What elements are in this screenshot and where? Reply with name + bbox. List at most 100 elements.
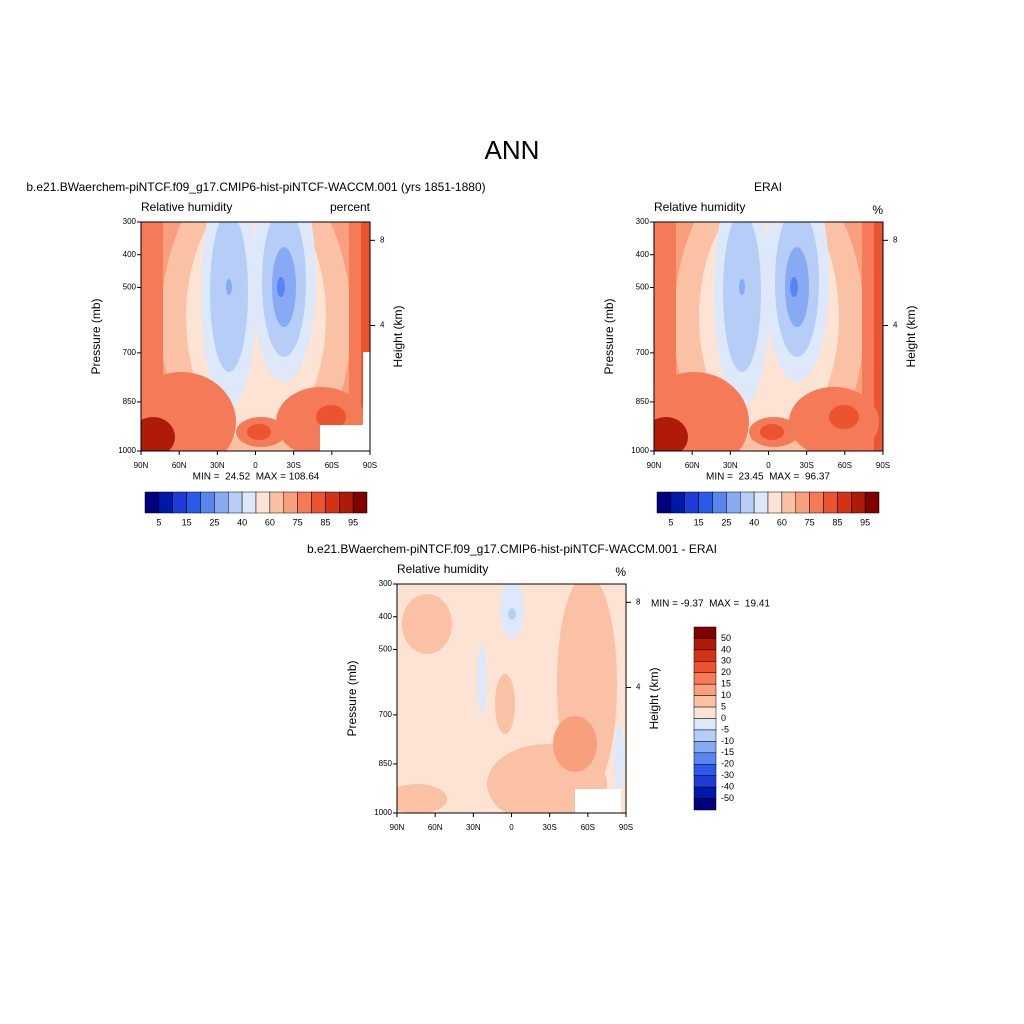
contour-fill (723, 222, 761, 372)
y2-tick-label: 8 (893, 235, 898, 244)
colorbar-box (693, 638, 717, 651)
missing-data (320, 425, 370, 451)
colorbar-label: 60 (777, 517, 787, 527)
colorbar-label: 15 (694, 517, 704, 527)
contour-fill (210, 222, 248, 372)
colorbar-box (753, 491, 769, 514)
colorbar-label: 15 (721, 679, 731, 689)
contour-fill (397, 784, 447, 813)
min-max-stats: MIN = 23.45 MAX = 96.37 (706, 472, 830, 483)
figure-title: ANN (485, 135, 540, 165)
panel-title: ERAI (754, 180, 782, 194)
colorbar-label: 40 (749, 517, 759, 527)
colorbar-box (656, 491, 672, 514)
contour-fill (141, 417, 175, 451)
colorbar-box (693, 718, 717, 731)
right-string: percent (330, 200, 371, 214)
colorbar-label: -30 (721, 770, 734, 780)
contour-field (397, 584, 626, 813)
x-tick-label: 60N (428, 823, 443, 832)
colorbar-box (698, 491, 713, 514)
y-axis-label: Pressure (mb) (602, 298, 616, 374)
colorbar-box (851, 491, 866, 514)
contour-fill (508, 608, 516, 620)
x-tick-label: 90N (390, 823, 405, 832)
colorbar-label: 40 (237, 517, 247, 527)
panel: ERAI Relative humidity % Pressure (mb) Heigh… (602, 180, 918, 527)
y2-tick-label: 8 (636, 597, 641, 606)
x-tick-label: 60S (325, 461, 339, 470)
y-tick-label: 500 (123, 283, 137, 292)
colorbar-box (726, 491, 741, 514)
colorbar-box (767, 491, 783, 514)
contour-fill (495, 674, 515, 734)
y-tick-label: 1000 (118, 446, 136, 455)
x-tick-label: 90N (134, 461, 149, 470)
colorbar-label: 20 (721, 667, 731, 677)
colorbar-label: 25 (721, 517, 731, 527)
x-tick-label: 60N (685, 461, 700, 470)
y-axis-label: Pressure (mb) (345, 660, 359, 736)
x-tick-label: 60S (838, 461, 852, 470)
colorbar-label: 5 (156, 517, 161, 527)
colorbar-box (297, 491, 312, 514)
y-tick-label: 400 (123, 250, 137, 259)
colorbar-label: 10 (721, 690, 731, 700)
x-tick-label: 30S (543, 823, 557, 832)
min-max-stats: MIN = 24.52 MAX = 108.64 (193, 472, 320, 483)
contour-fill (739, 279, 745, 295)
y2-tick-label: 4 (636, 683, 641, 692)
x-tick-label: 90S (363, 461, 377, 470)
colorbar-label: 25 (209, 517, 219, 527)
y-tick-label: 700 (379, 710, 393, 719)
contour-fill (874, 222, 883, 451)
right-string: % (615, 565, 626, 579)
colorbar-box (693, 661, 717, 673)
y2-tick-label: 4 (893, 321, 898, 330)
colorbar-label: 75 (293, 517, 303, 527)
colorbar-box (693, 695, 717, 708)
colorbar-label: 95 (860, 517, 870, 527)
panel-title: b.e21.BWaerchem-piNTCF.f09_g17.CMIP6-his… (307, 542, 717, 556)
colorbar-box (283, 491, 298, 514)
colorbar-box (693, 752, 717, 765)
left-string: Relative humidity (654, 200, 745, 214)
colorbar-label: -50 (721, 793, 734, 803)
missing-data (363, 352, 370, 425)
colorbar-box (693, 649, 717, 662)
min-max-stats: MIN = -9.37 MAX = 19.41 (651, 599, 770, 610)
y-tick-label: 700 (123, 348, 137, 357)
x-tick-label: 0 (253, 461, 258, 470)
contour-field (654, 222, 883, 451)
left-string: Relative humidity (397, 562, 488, 576)
colorbar-label: 85 (832, 517, 842, 527)
y-tick-label: 1000 (374, 808, 392, 817)
y-tick-label: 850 (636, 397, 650, 406)
colorbar-label: 60 (265, 517, 275, 527)
y-axis-label: Pressure (mb) (89, 298, 103, 374)
colorbar-box (693, 741, 717, 754)
colorbar-label: 15 (182, 517, 192, 527)
colorbar-box (693, 626, 717, 639)
panel: b.e21.BWaerchem-piNTCF.f09_g17.CMIP6-his… (307, 542, 770, 832)
contour-fill (553, 716, 597, 772)
colorbar-label: 40 (721, 644, 731, 654)
x-tick-label: 30S (800, 461, 814, 470)
contour-fill (316, 405, 346, 429)
colorbar-box (864, 491, 880, 514)
colorbar-label: -20 (721, 759, 734, 769)
contour-fill (654, 417, 688, 451)
y2-axis-label: Height (km) (904, 305, 918, 367)
colorbar-box (352, 491, 368, 514)
y-tick-label: 700 (636, 348, 650, 357)
y-tick-label: 300 (123, 217, 137, 226)
colorbar-label: 50 (721, 633, 731, 643)
colorbar-box (339, 491, 354, 514)
colorbar-box (712, 491, 727, 514)
contour-field (141, 222, 370, 451)
colorbar-box (172, 491, 187, 514)
x-tick-label: 0 (509, 823, 514, 832)
colorbar-box (158, 491, 173, 514)
colorbar-box (693, 798, 717, 811)
